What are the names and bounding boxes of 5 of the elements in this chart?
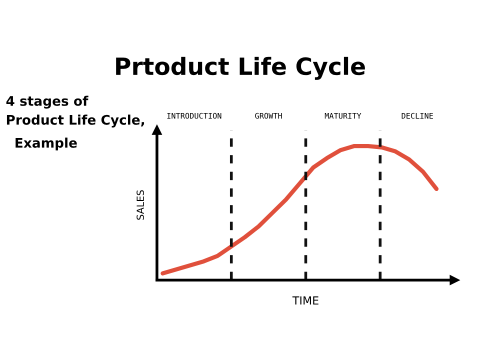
text: Example bbox=[16, 138, 77, 150]
x-axis-title: TIME bbox=[292, 296, 318, 304]
y-axis-title: SALES bbox=[136, 190, 144, 220]
chart-title: Prtoduct Life Cycle bbox=[116, 56, 365, 80]
text: 4 stages of Product Life Cycle, bbox=[6, 96, 144, 128]
